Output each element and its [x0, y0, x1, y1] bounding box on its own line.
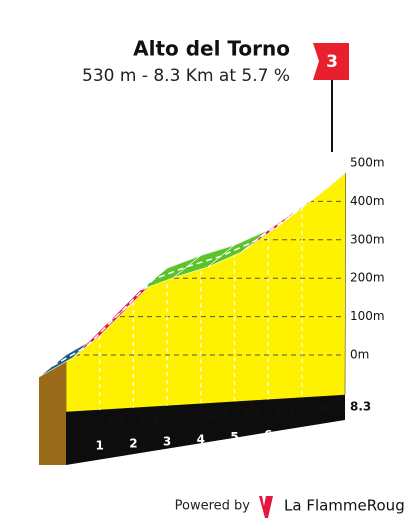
profile-base [66, 395, 345, 465]
y-tick-label: 200m [350, 271, 385, 285]
km-label: 3 [163, 434, 171, 448]
gradient-label: 8.8 [107, 415, 127, 428]
km-label: 1 [96, 438, 104, 452]
gradient-label: 8.8 [141, 413, 161, 426]
y-tick-label: 300m [350, 232, 385, 246]
brand: La FlammeRouge [284, 497, 405, 515]
powered-by: Powered by [175, 499, 251, 514]
y-tick-label: 400m [350, 194, 385, 208]
chart-title: Alto del Torno [133, 37, 290, 61]
y-tick-label: 0m [350, 348, 369, 362]
distance-label: 8.3 [350, 400, 371, 414]
gradient-label: 3.9 [242, 407, 262, 420]
y-tick-label: 100m [350, 309, 385, 323]
gradient-label: 2.7 [208, 409, 228, 422]
brand-logo [259, 496, 273, 518]
y-tick-label: 500m [350, 156, 385, 170]
chart-subtitle: 530 m - 8.3 Km at 5.7 % [82, 66, 290, 86]
km-label: 6 [264, 428, 272, 442]
km-label: 4 [197, 432, 205, 446]
plot: 0m 100m 200m 300m 400m 500m 5.0 8.8 8.8 3.3 2.7 3.9… [38, 156, 385, 465]
center-line [52, 183, 333, 367]
gradient-label: 5.0 [65, 417, 85, 430]
profile-wall [65, 172, 346, 413]
profile-side [39, 355, 66, 465]
gradient-label: 6.8 [309, 403, 329, 416]
km-label: 5 [230, 430, 238, 444]
gradient-label: 6.1 [275, 405, 295, 418]
flag [313, 43, 349, 80]
km-label: 7 [298, 426, 306, 440]
category-label: 3 [326, 52, 338, 72]
km-label: 2 [129, 436, 137, 450]
gradient-label: 3.3 [174, 411, 194, 424]
